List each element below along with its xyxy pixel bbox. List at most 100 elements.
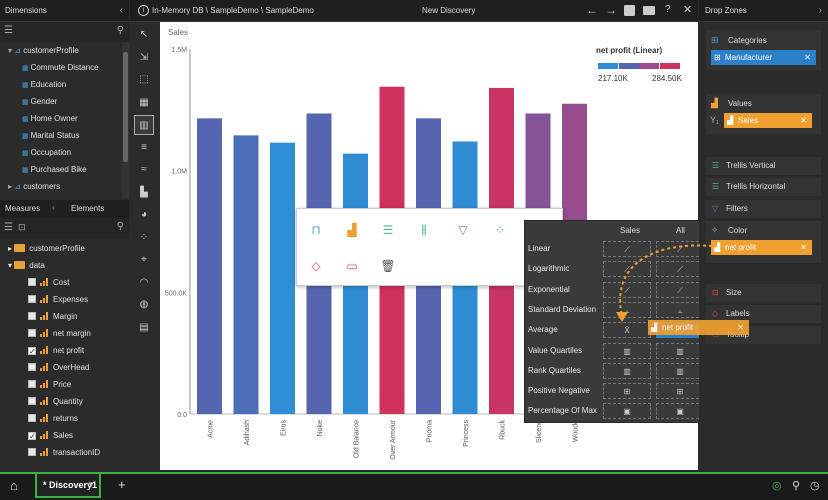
expand-arrow-icon[interactable]: ▸ xyxy=(8,182,15,191)
add-tab-button[interactable]: + xyxy=(118,477,126,492)
trendline-sales-option[interactable]: ⊞ xyxy=(603,383,651,400)
measure-checkbox[interactable] xyxy=(28,329,36,337)
list-icon[interactable]: ☰ xyxy=(4,25,13,36)
tab-dropdown-icon[interactable]: ▼ xyxy=(87,480,95,489)
size-zone[interactable]: ⊡ Size xyxy=(706,284,821,302)
move-icon[interactable]: ⇲ xyxy=(139,51,149,63)
info-icon[interactable]: i xyxy=(138,5,149,16)
measure-checkbox[interactable]: ✓ xyxy=(28,347,36,356)
measure-checkbox[interactable] xyxy=(28,448,36,456)
dimension-item[interactable]: ▸ ⊿ customers xyxy=(8,178,60,195)
measure-checkbox[interactable] xyxy=(28,380,36,388)
measure-item[interactable]: net margin xyxy=(28,325,91,342)
measure-checkbox[interactable]: ✓ xyxy=(28,432,36,441)
bar-chart-icon[interactable]: ≡ xyxy=(141,141,147,153)
comment-icon[interactable]: ▭ xyxy=(346,259,358,273)
measure-item[interactable]: ✓ net profit xyxy=(28,342,84,359)
trendline-sales-option[interactable]: ▣ xyxy=(603,403,651,420)
measure-checkbox[interactable] xyxy=(28,295,36,303)
filter-icon[interactable]: ▽ xyxy=(458,223,468,237)
tab-elements[interactable]: Elements xyxy=(71,204,105,213)
dimension-item[interactable]: ▦ Education xyxy=(22,76,66,93)
trellis-vertical-zone[interactable]: ☰ Trellis Vertical xyxy=(706,157,821,175)
reference-lines-icon[interactable]: ⫼ xyxy=(421,223,427,237)
table-icon[interactable]: ▤ xyxy=(139,321,149,333)
manufacturer-chip[interactable]: ⊞ Manufacturer ✕ xyxy=(711,50,816,65)
dimension-item[interactable]: ▦ Commute Distance xyxy=(22,59,99,76)
breadcrumb[interactable]: In-Memory DB \ SampleDemo \ SampleDemo xyxy=(152,6,314,15)
net-profit-chip[interactable]: ▟ net profit ✕ xyxy=(711,240,812,255)
globe-icon[interactable]: ◍ xyxy=(139,299,149,310)
select-icon[interactable]: ⬚ xyxy=(139,74,149,85)
map-icon[interactable]: ⌖ xyxy=(141,254,147,265)
bar[interactable] xyxy=(233,135,259,414)
dimension-item[interactable]: ▦ Marital Status xyxy=(22,127,79,144)
save-icon[interactable] xyxy=(624,5,635,16)
dimensions-scrollbar[interactable] xyxy=(122,42,129,198)
trendline-sales-option[interactable]: ▥ xyxy=(603,362,651,379)
basket-icon[interactable]: ⊓ xyxy=(311,223,321,237)
bar[interactable] xyxy=(270,142,295,414)
trellis-horizontal-zone[interactable]: ☰ Trellis Horizontal xyxy=(706,178,821,196)
sync-icon[interactable]: ◎ xyxy=(772,480,782,492)
undo-icon[interactable]: ← xyxy=(586,3,598,17)
trendline-sales-option[interactable]: ⟋ xyxy=(603,261,651,278)
filter-box-icon[interactable]: ⊡ xyxy=(18,222,26,232)
column-chart-icon[interactable]: ▥ xyxy=(134,115,154,135)
cluster-icon[interactable]: ⁘ xyxy=(494,223,506,237)
trendline-sales-option[interactable]: ⟋ xyxy=(603,241,651,257)
chip-remove-icon[interactable]: ✕ xyxy=(800,243,807,252)
measure-item[interactable]: Cost xyxy=(28,274,69,291)
bar-chart-icon[interactable]: ▟ xyxy=(347,223,357,237)
measure-checkbox[interactable] xyxy=(28,278,36,286)
trash-icon[interactable]: 🗑 xyxy=(380,259,396,273)
collapse-right-icon[interactable]: › xyxy=(818,5,822,16)
dimension-item[interactable]: ▦ Home Owner xyxy=(22,110,78,127)
trendline-all-option[interactable]: ▥ xyxy=(656,362,704,379)
page-title[interactable]: New Discovery xyxy=(422,6,476,15)
dimension-item[interactable]: ▾ ⊿ customerProfile xyxy=(8,42,79,59)
bar[interactable] xyxy=(197,118,222,414)
dimension-item[interactable]: ▦ Gender xyxy=(22,93,57,110)
measure-item[interactable]: Quantity xyxy=(28,393,83,410)
expand-arrow-icon[interactable]: ▾ xyxy=(8,46,15,55)
measure-item[interactable]: returns xyxy=(28,410,78,427)
trendline-sales-option[interactable]: ⫠ xyxy=(603,301,651,318)
expand-arrow-icon[interactable]: ▸ xyxy=(8,244,15,253)
grid-icon[interactable]: ▦ xyxy=(139,96,149,108)
print-icon[interactable] xyxy=(643,6,655,15)
line-chart-icon[interactable]: ≈ xyxy=(141,164,147,175)
chip-remove-icon[interactable]: ✕ xyxy=(800,116,807,125)
timer-icon[interactable]: ◷ xyxy=(810,480,820,492)
pie-chart-icon[interactable]: ◕ xyxy=(140,209,148,220)
measure-item[interactable]: transactionID xyxy=(28,444,100,461)
dragging-chip[interactable]: ▟ net profit ✕ xyxy=(648,320,749,335)
scatter-icon[interactable]: ⁘ xyxy=(139,231,149,243)
measure-item[interactable]: Expenses xyxy=(28,291,88,308)
collapse-left-icon[interactable]: ‹ xyxy=(119,5,123,16)
chip-remove-icon[interactable]: ✕ xyxy=(804,53,811,62)
tag-icon[interactable]: ◇ xyxy=(311,259,321,273)
measure-checkbox[interactable] xyxy=(28,414,36,422)
measure-checkbox[interactable] xyxy=(28,312,36,320)
measure-checkbox[interactable] xyxy=(28,363,36,371)
home-icon[interactable]: ⌂ xyxy=(10,478,18,493)
close-icon[interactable]: ✕ xyxy=(683,4,693,16)
measure-folder[interactable]: ▾ data xyxy=(8,257,45,274)
measure-item[interactable]: Margin xyxy=(28,308,77,325)
dimension-item[interactable]: ▦ Occupation xyxy=(22,144,71,161)
tab-discovery1[interactable]: * Discovery1 ▼ xyxy=(35,474,101,498)
chip-remove-icon[interactable]: ✕ xyxy=(737,323,744,332)
trendline-all-option[interactable]: ▥ xyxy=(656,342,704,359)
pointer-icon[interactable]: ↖ xyxy=(139,29,149,40)
search-icon[interactable]: ⚲ xyxy=(116,25,124,36)
search-icon[interactable]: ⚲ xyxy=(116,221,124,232)
list-icon[interactable]: ☰ xyxy=(4,222,13,233)
search-icon[interactable]: ⚲ xyxy=(792,480,801,492)
tab-measures-arrow-icon[interactable]: ‹ xyxy=(52,203,55,212)
labels-zone[interactable]: ◇ Labels xyxy=(706,305,821,323)
expand-arrow-icon[interactable]: ▾ xyxy=(8,261,15,270)
area-chart-icon[interactable]: ▙ xyxy=(140,186,148,198)
trendline-icon[interactable]: ☰ xyxy=(382,223,394,237)
gauge-icon[interactable]: ◠ xyxy=(139,276,149,288)
